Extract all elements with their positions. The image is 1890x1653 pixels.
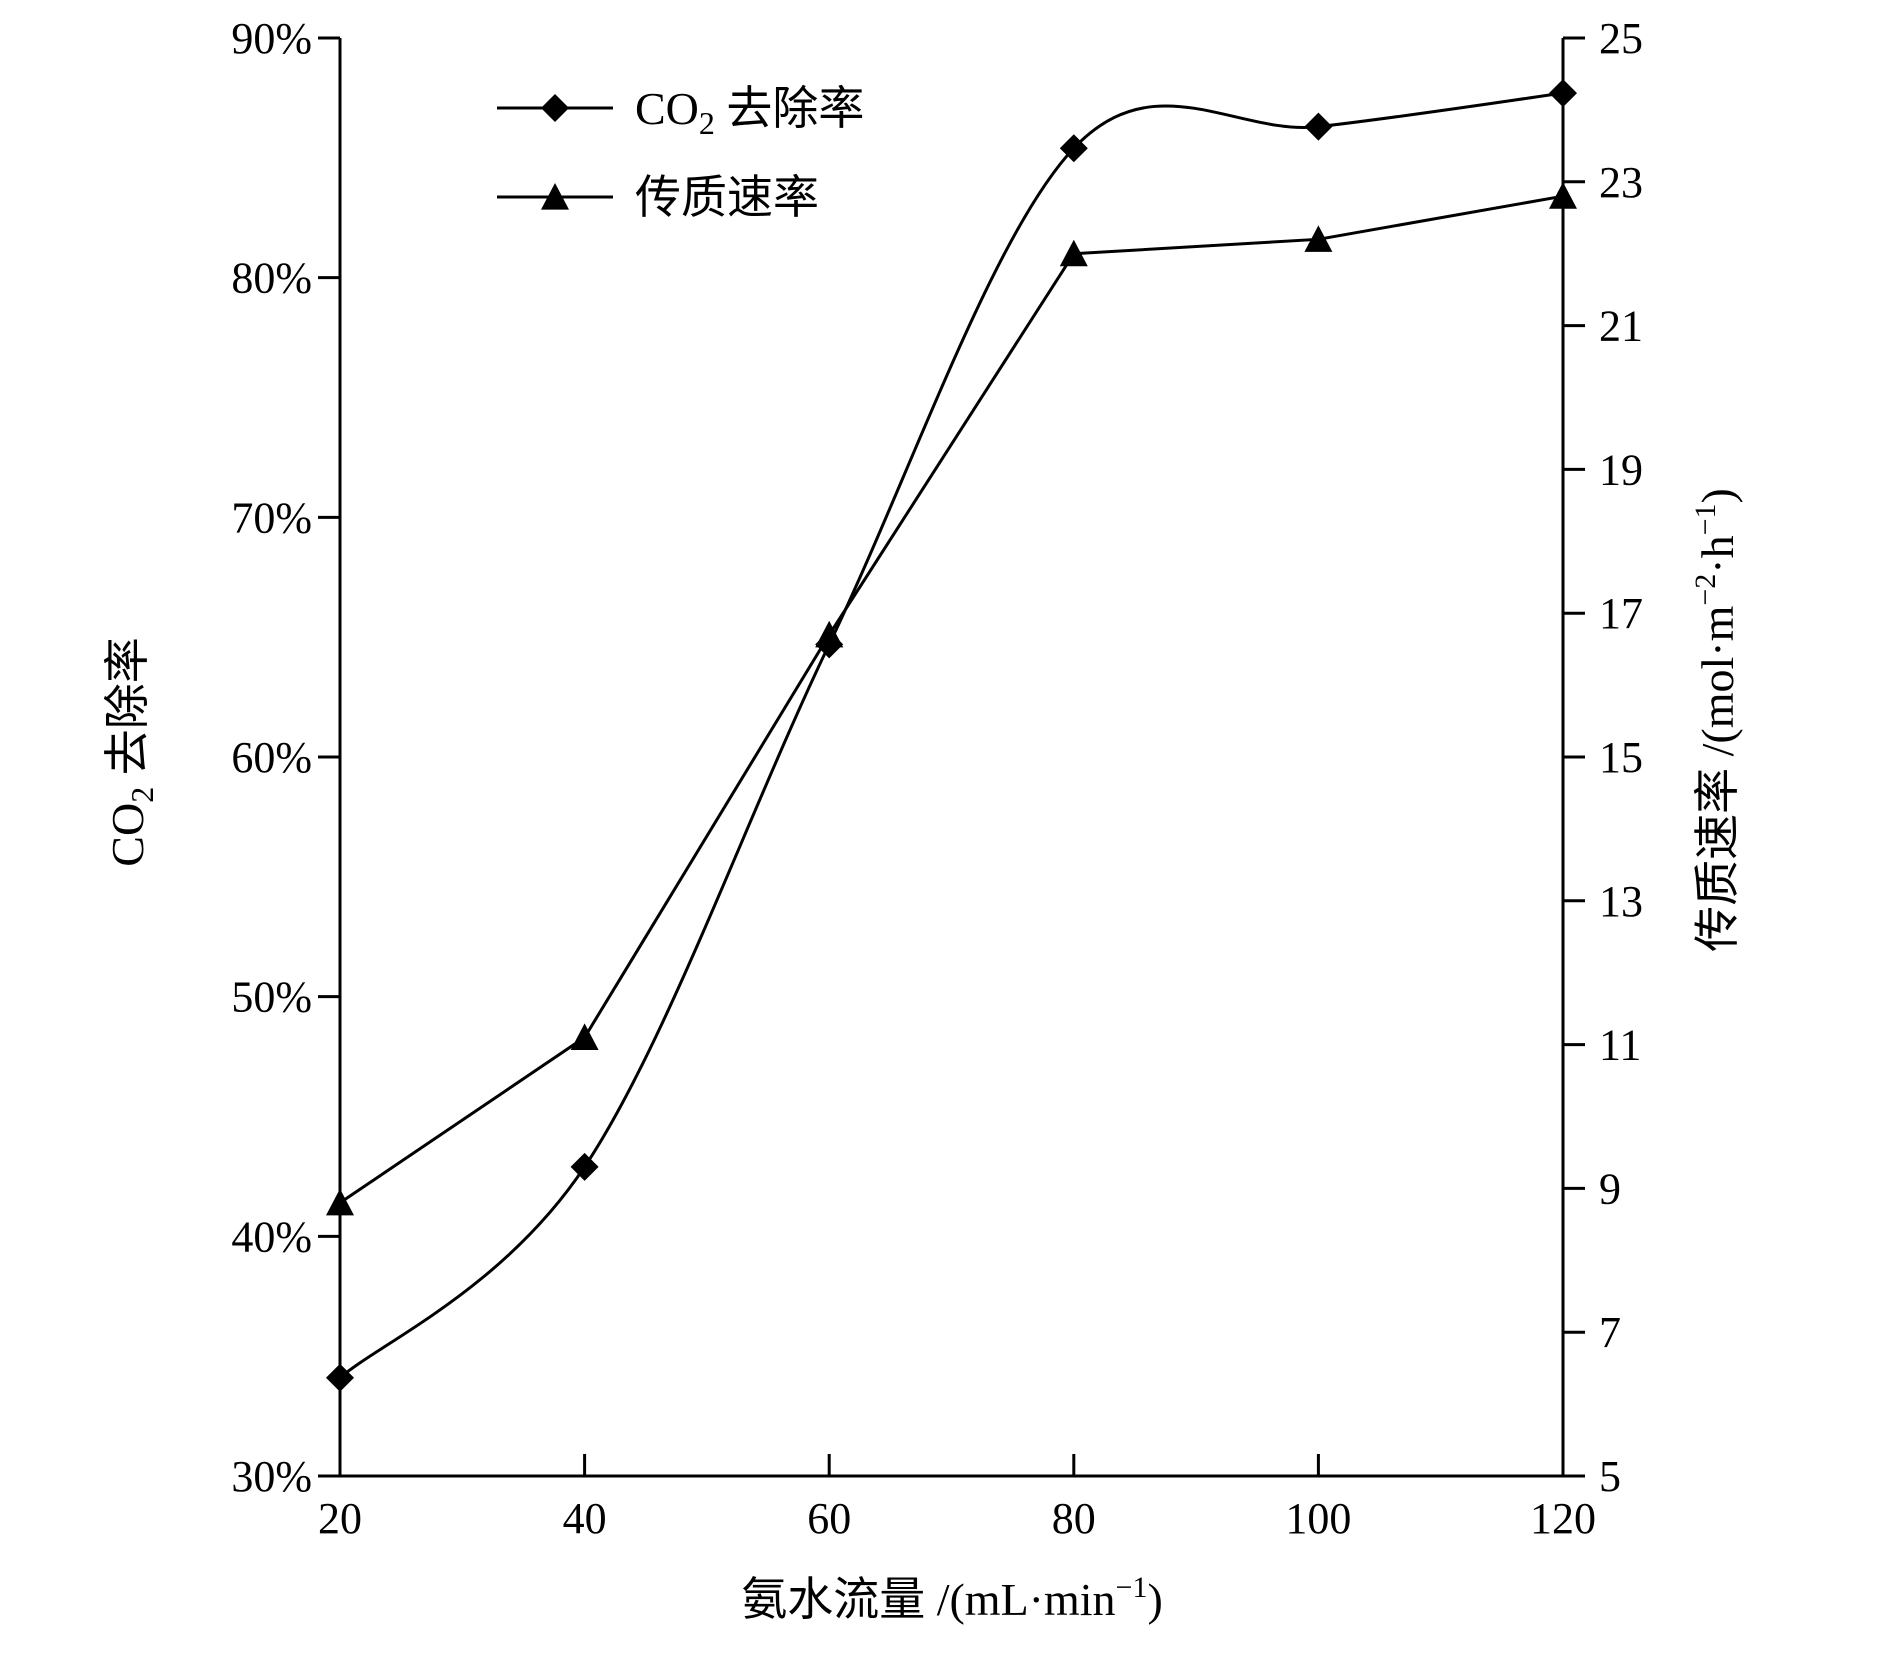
x-tick-label: 40 <box>563 1494 607 1543</box>
right-tick-label: 25 <box>1599 14 1643 63</box>
right-tick-label: 17 <box>1599 589 1643 638</box>
data-point-co2_removal <box>1304 112 1333 141</box>
data-point-mass_transfer_rate <box>326 1188 354 1216</box>
x-axis-title: 氨水流量 /(mL·min−1) <box>741 1571 1163 1625</box>
series-line-mass_transfer_rate <box>339 194 1564 1205</box>
data-point-mass_transfer_rate <box>1549 182 1577 209</box>
data-point-co2_removal <box>1059 134 1088 163</box>
right-tick-label: 21 <box>1599 302 1643 351</box>
right-tick-label: 23 <box>1599 158 1643 207</box>
x-tick-label: 80 <box>1052 1494 1096 1543</box>
x-axis-title-main: 氨水流量 /(mL·min <box>741 1574 1115 1625</box>
series-layer <box>326 79 1577 1392</box>
legend-marker <box>541 94 569 122</box>
x-axis-title-sup: −1 <box>1116 1571 1148 1604</box>
right-tick-label: 13 <box>1599 877 1643 926</box>
x-axis-title-tail: ) <box>1147 1574 1162 1625</box>
right-axis-title-sup2: −1 <box>1689 503 1722 535</box>
left-tick-label: 80% <box>231 254 312 303</box>
legend-item-co2_removal: CO2 去除率 <box>497 83 864 141</box>
legend-item-mass_transfer_rate: 传质速率 <box>497 172 819 223</box>
left-tick-label: 40% <box>231 1212 312 1261</box>
left-tick-label: 90% <box>231 14 312 63</box>
left-tick-label: 70% <box>231 493 312 542</box>
x-tick-label: 60 <box>807 1494 851 1543</box>
left-tick-label: 60% <box>231 733 312 782</box>
right-axis-title-part2: ·h <box>1692 535 1743 573</box>
series-line-co2_removal <box>339 91 1564 1379</box>
right-tick-label: 11 <box>1599 1021 1641 1070</box>
data-point-co2_removal <box>326 1363 354 1392</box>
data-point-mass_transfer_rate <box>815 620 844 648</box>
left-axis-title-sub: 2 <box>124 787 160 803</box>
left-axis-title-post: 去除率 <box>102 637 153 787</box>
right-axis-title: 传质速率 /(mol·m−2·h−1) <box>1689 488 1743 952</box>
right-tick-label: 5 <box>1599 1452 1621 1501</box>
x-tick-label: 100 <box>1285 1494 1351 1543</box>
legend-label: CO2 去除率 <box>635 83 864 141</box>
left-axis-title-pre: CO <box>102 803 153 867</box>
right-axis-title-part3: ) <box>1692 488 1743 503</box>
data-point-co2_removal <box>1549 79 1577 108</box>
left-tick-label: 50% <box>231 973 312 1022</box>
data-point-mass_transfer_rate <box>1059 239 1088 267</box>
legend-marker <box>541 183 569 210</box>
series-mass_transfer_rate <box>326 182 1577 1216</box>
left-tick-label: 30% <box>231 1452 312 1501</box>
right-tick-label: 19 <box>1599 445 1643 494</box>
series-co2_removal <box>326 79 1577 1392</box>
data-point-mass_transfer_rate <box>1304 225 1333 252</box>
right-tick-label: 7 <box>1599 1308 1621 1357</box>
right-axis-title-part1: 传质速率 /(mol·m <box>1692 605 1743 951</box>
axes: 30% 40% 50% 60% 70% 80% 90% 5 7 9 11 13 15 17 19 21 23 25… <box>231 14 1643 1543</box>
data-point-mass_transfer_rate <box>570 1023 599 1051</box>
x-tick-label: 20 <box>318 1494 362 1543</box>
x-tick-label: 120 <box>1530 1494 1596 1543</box>
legend-label: 传质速率 <box>635 172 819 223</box>
right-tick-label: 15 <box>1599 733 1643 782</box>
left-axis-title: CO2 去除率 <box>102 637 160 866</box>
right-tick-label: 9 <box>1599 1164 1621 1213</box>
data-point-co2_removal <box>570 1152 599 1181</box>
right-axis-title-sup1: −2 <box>1689 574 1722 606</box>
